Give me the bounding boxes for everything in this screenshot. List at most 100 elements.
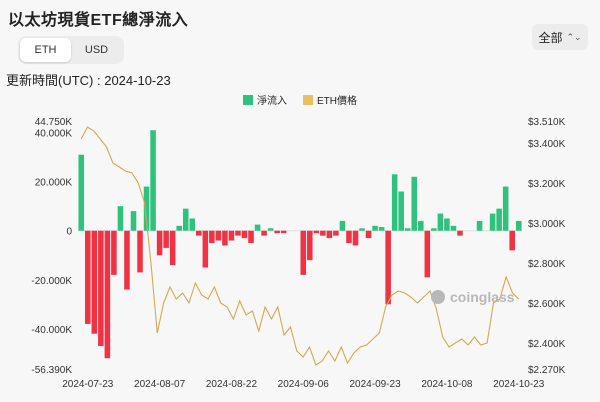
flow-bar [378, 227, 385, 231]
flow-bar [182, 208, 189, 231]
range-select[interactable]: 全部 ⌃⌄ [532, 24, 588, 50]
legend-label-price: ETH價格 [317, 96, 357, 107]
legend-item-price[interactable]: ETH價格 [303, 92, 357, 107]
flow-bar [235, 230, 241, 236]
y-right-tick-label: $3.000K [528, 219, 566, 230]
legend-item-flow[interactable]: 淨流入 [243, 92, 287, 107]
currency-toggle: ETH USD [18, 36, 124, 64]
flow-bar [196, 230, 202, 236]
y-right-tick-label: $3.400K [528, 139, 566, 150]
flow-bar [163, 230, 169, 248]
flow-bar [391, 174, 398, 231]
flow-bar [515, 220, 522, 231]
x-tick-label: 2024-10-08 [421, 379, 473, 390]
flow-bar [85, 230, 91, 324]
page-title: 以太坊現貨ETF總淨流入 [8, 12, 189, 29]
flow-bar [241, 230, 248, 239]
flow-bar [254, 224, 261, 231]
flow-bar [124, 230, 130, 290]
flow-bar [215, 230, 222, 241]
flow-bar [202, 230, 209, 268]
flow-bar [143, 186, 150, 231]
flow-bar [418, 220, 424, 231]
flow-bar [176, 225, 182, 231]
x-tick-label: 2024-10-23 [493, 379, 545, 390]
flow-bar [320, 230, 326, 236]
flow-bar [431, 228, 437, 231]
update-time: 更新時間(UTC) : 2024-10-23 [6, 73, 171, 88]
legend-swatch-flow [243, 94, 253, 105]
flow-bar [359, 228, 365, 231]
y-left-tick-label: -20.000K [31, 276, 72, 287]
y-left-tick-label: 44.750K [35, 117, 73, 128]
flow-bar [313, 230, 320, 234]
flow-bar [248, 230, 254, 243]
flow-bar [111, 230, 117, 275]
flow-bar [156, 230, 163, 256]
flow-bar [424, 230, 431, 278]
flow-bar [437, 213, 444, 231]
flow-bar [130, 211, 137, 231]
y-right-tick-label: $2.270K [528, 365, 566, 376]
flow-bar [385, 230, 391, 305]
flow-bar [150, 130, 156, 231]
y-left-tick-label: 0 [66, 227, 72, 238]
flow-bar [444, 218, 450, 231]
flow-bar [98, 230, 104, 346]
y-left-tick-label: 20.000K [35, 178, 73, 189]
flow-bar [476, 220, 483, 231]
coinglass-logo-icon [431, 290, 445, 304]
flow-bar [346, 230, 352, 243]
x-tick-label: 2024-09-06 [278, 379, 330, 390]
toggle-eth[interactable]: ETH [20, 38, 71, 62]
flow-bar [333, 230, 339, 236]
flow-bar [267, 228, 274, 231]
flow-bar [300, 230, 307, 275]
flow-bar [189, 218, 196, 231]
flow-bar [261, 230, 267, 236]
flow-bar [117, 206, 124, 231]
flow-bar [411, 176, 418, 231]
x-tick-label: 2024-08-07 [134, 379, 186, 390]
flow-bar [489, 213, 496, 231]
flow-bar [228, 230, 235, 241]
flow-bar [137, 230, 143, 273]
flow-bar [104, 230, 111, 359]
flow-bar [326, 230, 333, 239]
flow-bar [457, 230, 463, 236]
flow-bar [274, 230, 280, 234]
chevron-updown-icon: ⌃⌄ [566, 31, 582, 42]
legend-swatch-price [303, 94, 313, 105]
flow-bar [502, 186, 509, 231]
x-tick-label: 2024-07-23 [62, 379, 114, 390]
y-left-tick-label: 40.000K [35, 129, 73, 140]
flow-bar [372, 225, 378, 231]
flow-bar [209, 230, 215, 243]
flow-bar [404, 228, 411, 231]
toggle-usd[interactable]: USD [84, 44, 109, 56]
y-left-tick-label: -40.000K [31, 325, 72, 336]
flow-bar [169, 230, 176, 266]
flow-bar [365, 230, 372, 239]
flow-bar [307, 230, 313, 261]
y-right-tick-label: $3.510K [528, 117, 566, 128]
range-select-value: 全部 [538, 30, 563, 45]
y-right-tick-label: $2.400K [528, 339, 566, 350]
x-tick-label: 2024-09-23 [350, 379, 402, 390]
flow-bar [509, 230, 515, 251]
price-line [80, 126, 520, 366]
flow-bar [398, 191, 404, 231]
flow-bar [450, 225, 457, 231]
watermark-text: coinglass [450, 289, 515, 305]
y-right-tick-label: $2.800K [528, 259, 566, 270]
y-right-tick-label: $3.200K [528, 179, 566, 190]
flow-bar [280, 230, 287, 234]
flow-bar [222, 230, 228, 246]
flow-bar [91, 230, 98, 334]
coinglass-watermark: coinglass [431, 289, 515, 305]
y-right-tick-label: $2.600K [528, 299, 566, 310]
chart-legend: 淨流入 ETH價格 [0, 92, 600, 107]
flow-bar [78, 154, 85, 231]
flow-bar [496, 208, 502, 231]
